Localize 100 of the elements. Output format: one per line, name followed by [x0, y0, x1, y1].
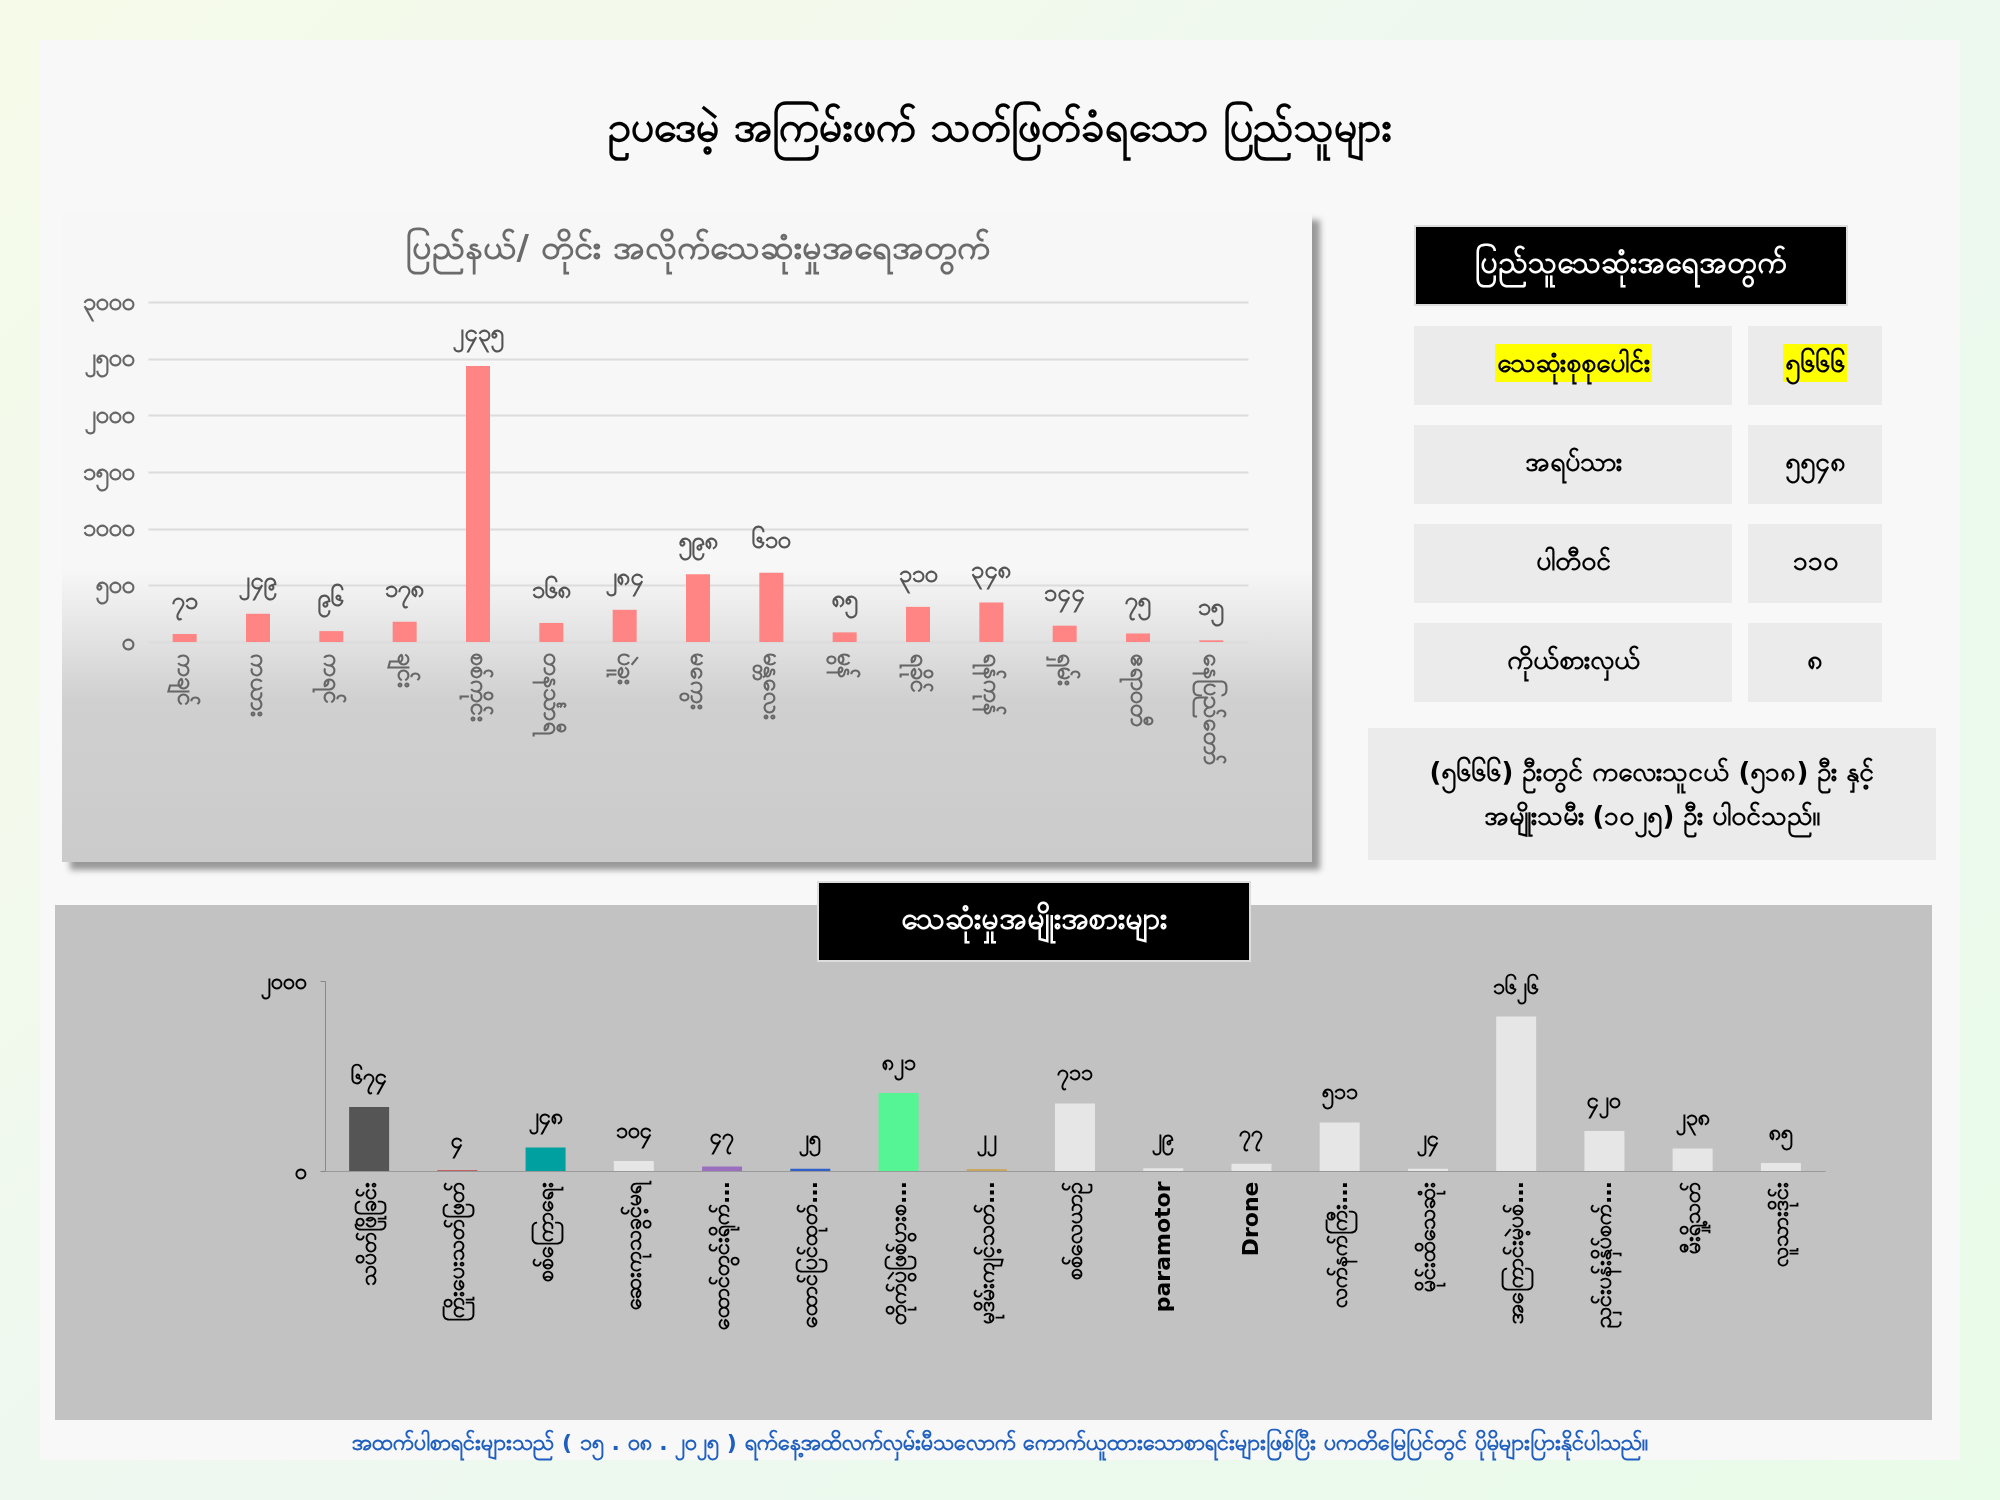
bar	[832, 632, 857, 642]
x-tick-label: တနင်္သာရီ	[532, 652, 568, 737]
text: ဥပဒေမဲ့ အကြမ်းဖက် သတ်ဖြတ်ခံရသော ပြည်သူများ	[607, 100, 1393, 162]
bar	[979, 602, 1004, 642]
y-tick-label: ၁၀၀၀	[82, 514, 135, 543]
y-tick-label: ၀	[121, 627, 135, 656]
bar	[759, 572, 784, 642]
data-label: ၂၅	[799, 1125, 822, 1157]
y-tick-label: ၂၅၀၀	[84, 344, 135, 379]
data-label: ၃၁၀	[898, 559, 938, 594]
data-label: ၁၄၄	[1044, 578, 1086, 613]
x-tick-label: မန္တလေး	[752, 652, 787, 720]
bar	[1496, 1016, 1537, 1171]
x-tick-label: ချင်း	[386, 652, 421, 688]
x-tick-label: သပိတ်ဖြိုခြင်း	[354, 1181, 388, 1286]
x-tick-label: ရှမ်း	[1045, 652, 1081, 686]
bar	[612, 609, 637, 642]
data-label: ၇၁၁	[1057, 1060, 1093, 1092]
bar	[1231, 1163, 1272, 1171]
chart-title: သေဆုံးမှုအမျိုးအစားများ	[817, 881, 1251, 962]
x-tick-label: အကြောင်းမဲ့ပစ်…	[1501, 1181, 1535, 1324]
y-tick-label: ၂၀၀၀	[260, 968, 307, 1000]
bar	[539, 622, 564, 642]
bar	[966, 1168, 1007, 1171]
bar	[1052, 625, 1077, 642]
y-tick-label: ၀	[294, 1158, 307, 1184]
data-label: ၆၁၀	[751, 524, 791, 554]
x-tick-label: မီးရှို့သတ်	[1678, 1181, 1711, 1254]
x-tick-label: နေပြည်တော်	[1192, 652, 1229, 765]
data-label: ၂၄၈	[528, 1104, 563, 1136]
chart-title: ပြည်နယ်/ တိုင်း အလိုက်သေဆုံးမှုအရေအတွက်	[406, 227, 990, 275]
bar	[246, 613, 270, 642]
x-tick-label: ကရင်	[312, 652, 348, 704]
bar	[1584, 1131, 1625, 1171]
x-tick-label: ကြိုးပေးသတ်ဖြတ်	[442, 1181, 476, 1322]
bar	[466, 366, 490, 642]
data-label: ၁၆၂၆	[1493, 972, 1540, 1005]
bar	[1319, 1122, 1360, 1171]
data-label: ၄၂၀	[1587, 1088, 1622, 1120]
bar	[525, 1147, 566, 1171]
x-tick-label: ရခိုင်	[899, 652, 934, 693]
data-label: ၂၃၈	[1675, 1105, 1710, 1137]
data-label: ၃၄၈	[971, 555, 1012, 590]
x-tick-label: ထောင်တွင်းရိုက်…	[708, 1181, 741, 1330]
x-tick-label: Drone	[1238, 1181, 1264, 1257]
x-tick-label: ကချင်	[166, 652, 201, 706]
bar	[349, 1106, 390, 1171]
data-label: ၉၆	[318, 583, 345, 619]
data-label: ၂၄	[1416, 1125, 1439, 1157]
bar	[392, 621, 417, 642]
data-label: ၇၇	[1239, 1120, 1264, 1152]
y-tick-label: ၃၀၀၀	[82, 287, 135, 322]
bar	[686, 574, 710, 642]
data-label: ၅၉၈	[678, 527, 718, 562]
data-label: ၆၇၄	[351, 1062, 388, 1095]
x-tick-label: လက်နက်ကြီး…	[1324, 1181, 1358, 1308]
y-tick-label: ၂၀၀၀	[84, 400, 135, 435]
data-label: ၈၅	[831, 585, 858, 620]
y-tick-label: ၅၀၀	[95, 570, 135, 605]
data-label: ၁၇၈	[385, 574, 425, 609]
data-label: ၁၀၄	[615, 1118, 652, 1150]
text: ၈	[1807, 645, 1823, 675]
data-label: ၂၈၄	[605, 562, 644, 597]
bar	[319, 631, 344, 642]
data-label: ၁၆၈	[531, 574, 571, 604]
data-label: ၁၅	[1198, 593, 1225, 628]
data-label: ၂၄၉	[239, 566, 277, 601]
bar	[1760, 1162, 1801, 1171]
x-tick-label: ဧရာဝတီ	[1119, 652, 1154, 727]
data-label: ၈၅	[1768, 1119, 1793, 1151]
x-tick-label: paramotor	[1150, 1181, 1176, 1313]
x-tick-label: စစ်ကိုင်း	[459, 652, 494, 722]
data-label: ၂၄၃၅	[452, 319, 504, 354]
data-label: ၄၇	[710, 1123, 735, 1155]
text: ပြည်သူသေဆုံးအရေအတွက်	[1414, 225, 1848, 306]
x-tick-label: ရန်ကုန်	[972, 652, 1008, 715]
data-label: ၇၅	[1125, 586, 1151, 621]
bar	[1055, 1103, 1095, 1171]
x-tick-label: တိုက်ပွဲဖြစ်ပွားစ…	[883, 1181, 917, 1325]
bar	[172, 633, 197, 642]
data-label: ၂၉	[1152, 1125, 1175, 1157]
bar	[1126, 633, 1150, 642]
text: အထက်ပါစာရင်းများသည် ( ၁၅ . ၀၈ . ၂၀၂၅ ) ရက်နေ့အထိလက်လှမ်းမီသလောက် ကောက်ယူထားသောစာရင်းများဖြစ်ပြီး ပကတိမြေပြင်တွင် ပိုမိုများပြားနိုင်ပါသည်။	[351, 1428, 1649, 1461]
x-tick-label: စစ်လေယာဉ်	[1061, 1181, 1093, 1280]
x-tick-label: ဆေးကုသခွင့်မရ	[619, 1179, 652, 1310]
data-label: ၅၁၁	[1321, 1079, 1358, 1111]
bar	[878, 1093, 919, 1171]
y-tick-label: ၁၅၀၀	[82, 457, 135, 492]
x-tick-label: မိုင်းထိသေဆုံး	[1413, 1181, 1446, 1292]
text: (၅၆၆၆) ဦးတွင် ကလေးသူငယ် (၅၁၈) ဦး နှင့် အမျိုးသမီး (၁၀၂၅) ဦး ပါဝင်သည်။	[1368, 728, 1936, 861]
x-tick-label: လူသားဒိုင်း	[1766, 1181, 1799, 1267]
category-label: ပါတီဝင်	[1535, 546, 1611, 576]
x-tick-label: မကွေး	[679, 652, 713, 710]
data-label: ၂၂	[976, 1125, 997, 1157]
x-tick-label: ထောင်ပြင်ထုတ်…	[795, 1181, 829, 1328]
bar	[1672, 1148, 1713, 1171]
data-label: ၈၂၁	[881, 1050, 916, 1082]
data-label: ၄	[451, 1127, 464, 1159]
x-tick-label: ညှင်းပန်းနှိပ်စက်…	[1590, 1181, 1623, 1328]
x-tick-label: မုဒိမ်းကျင့်သတ်…	[972, 1181, 1005, 1324]
